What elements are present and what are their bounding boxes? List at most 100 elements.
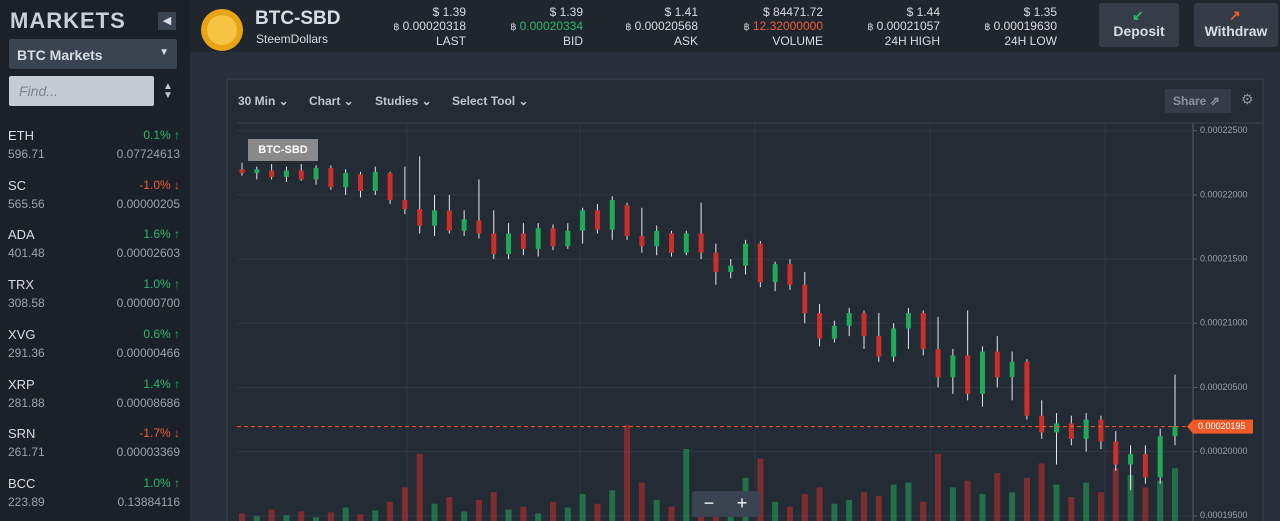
coin-name: XVG bbox=[8, 326, 36, 342]
studies-menu[interactable]: Studies ⌄ bbox=[375, 94, 432, 108]
coin-usd: 223.89 bbox=[8, 494, 45, 509]
deposit-button[interactable]: ↙ Deposit bbox=[1099, 3, 1179, 47]
coin-usd: 308.58 bbox=[8, 296, 45, 311]
candle-body bbox=[432, 210, 438, 226]
volume-bar bbox=[624, 425, 631, 521]
studies-label: Studies bbox=[375, 94, 419, 108]
candle-body bbox=[461, 219, 467, 231]
volume-bar bbox=[801, 494, 808, 521]
volume-bar bbox=[1038, 463, 1045, 521]
candle-body bbox=[1128, 454, 1134, 465]
stat-value: 0.00019630 bbox=[993, 19, 1057, 33]
volume-bar bbox=[1172, 468, 1178, 521]
stat-unit: ฿ bbox=[625, 22, 632, 33]
coin-btc: 0.00008686 bbox=[116, 395, 180, 410]
volume-bar bbox=[683, 449, 690, 521]
candle-body bbox=[683, 233, 689, 253]
coin-name: SRN bbox=[8, 426, 36, 442]
candle-body bbox=[269, 170, 275, 177]
candle-body bbox=[817, 313, 823, 339]
volume-bar bbox=[357, 514, 364, 521]
candle-body bbox=[1142, 454, 1148, 478]
stat-label: 24H HIGH bbox=[884, 34, 940, 48]
coin-change: 1.6% ↑ bbox=[143, 227, 180, 242]
volume-bar bbox=[1083, 482, 1090, 521]
candle-body bbox=[950, 355, 956, 378]
zoom-out[interactable]: − bbox=[704, 493, 715, 513]
sort-icon[interactable]: ▲ ▼ bbox=[163, 81, 173, 101]
stat-usd: $ 84471.72 bbox=[762, 5, 823, 19]
interval-menu[interactable]: 30 Min ⌄ bbox=[238, 94, 289, 108]
candle-body bbox=[520, 233, 526, 249]
stat-value: 0.00020318 bbox=[402, 19, 466, 33]
volume-bar bbox=[268, 509, 275, 521]
candle-body bbox=[535, 228, 541, 249]
candle-body bbox=[639, 235, 645, 247]
stat-usd: $ 1.44 bbox=[906, 5, 940, 19]
candle-body bbox=[965, 355, 971, 394]
settings-icon[interactable]: ⚙ bbox=[1241, 91, 1254, 107]
volume-bar bbox=[638, 482, 645, 521]
coin-btc: 0.00003369 bbox=[116, 445, 180, 460]
chart-label: BTC-SBD bbox=[258, 144, 308, 156]
withdraw-label: Withdraw bbox=[1204, 23, 1268, 39]
stat-btc: ฿ 0.00021057 bbox=[867, 19, 940, 33]
candle-body bbox=[565, 230, 571, 247]
volume-bar bbox=[949, 487, 956, 521]
search-box[interactable]: Find... bbox=[9, 76, 154, 106]
volume-bar bbox=[668, 506, 675, 521]
stat-btc: ฿ 0.00020568 bbox=[625, 19, 698, 33]
share-button[interactable]: Share ⇗ bbox=[1165, 89, 1231, 113]
candle-body bbox=[787, 264, 793, 285]
y-tick-label: 0.00020500 bbox=[1200, 382, 1248, 392]
volume-bar bbox=[387, 501, 394, 521]
volume-bar bbox=[816, 487, 823, 521]
volume-bar bbox=[401, 487, 408, 521]
candle-body bbox=[313, 167, 319, 180]
candle-body bbox=[713, 252, 719, 272]
candle-body bbox=[417, 209, 423, 226]
candle-body bbox=[654, 230, 660, 247]
coin-name: SC bbox=[8, 177, 27, 193]
volume-bar bbox=[1023, 477, 1030, 521]
candle-body bbox=[372, 171, 378, 192]
candle-body bbox=[772, 264, 778, 283]
chart-menu[interactable]: Chart ⌄ bbox=[309, 94, 354, 108]
volume-bar bbox=[505, 509, 512, 521]
candle-body bbox=[506, 233, 512, 254]
pair-title: BTC-SBD bbox=[255, 8, 341, 29]
volume-bar bbox=[875, 496, 882, 521]
candle-body bbox=[846, 313, 852, 326]
candle-body bbox=[609, 200, 615, 230]
collapse-button[interactable]: ◀ bbox=[158, 12, 176, 30]
volume-bar bbox=[653, 499, 660, 521]
candle-body bbox=[1098, 419, 1104, 442]
candle-body bbox=[624, 205, 630, 236]
stat-value: 12.32000000 bbox=[752, 19, 823, 33]
volume-bar bbox=[1009, 492, 1016, 521]
coin-change: 0.6% ↑ bbox=[143, 326, 180, 341]
volume-bar bbox=[994, 473, 1001, 521]
candle-body bbox=[861, 313, 867, 337]
zoom-in[interactable]: + bbox=[737, 493, 748, 513]
volume-bar bbox=[861, 492, 867, 521]
stat-label: LAST bbox=[435, 34, 466, 48]
candle-body bbox=[1083, 419, 1089, 439]
volume-bar bbox=[564, 507, 571, 521]
candle-body bbox=[357, 174, 363, 192]
candle-body bbox=[343, 173, 349, 188]
select-tool-menu[interactable]: Select Tool ⌄ bbox=[452, 94, 529, 108]
coin-usd: 596.71 bbox=[8, 147, 45, 161]
candle-body bbox=[594, 210, 600, 230]
candle-body bbox=[979, 351, 985, 394]
chart-label-bg bbox=[248, 139, 318, 161]
stat-unit: ฿ bbox=[867, 22, 874, 33]
stat-usd: $ 1.35 bbox=[1023, 5, 1057, 19]
coin-name: ADA bbox=[8, 227, 35, 243]
withdraw-button[interactable]: ↗ Withdraw bbox=[1194, 3, 1278, 47]
stat-label: ASK bbox=[673, 34, 698, 48]
market-select[interactable]: BTC Markets ▼ bbox=[9, 39, 177, 69]
candle-body bbox=[905, 313, 911, 329]
candle-body bbox=[1054, 423, 1060, 433]
